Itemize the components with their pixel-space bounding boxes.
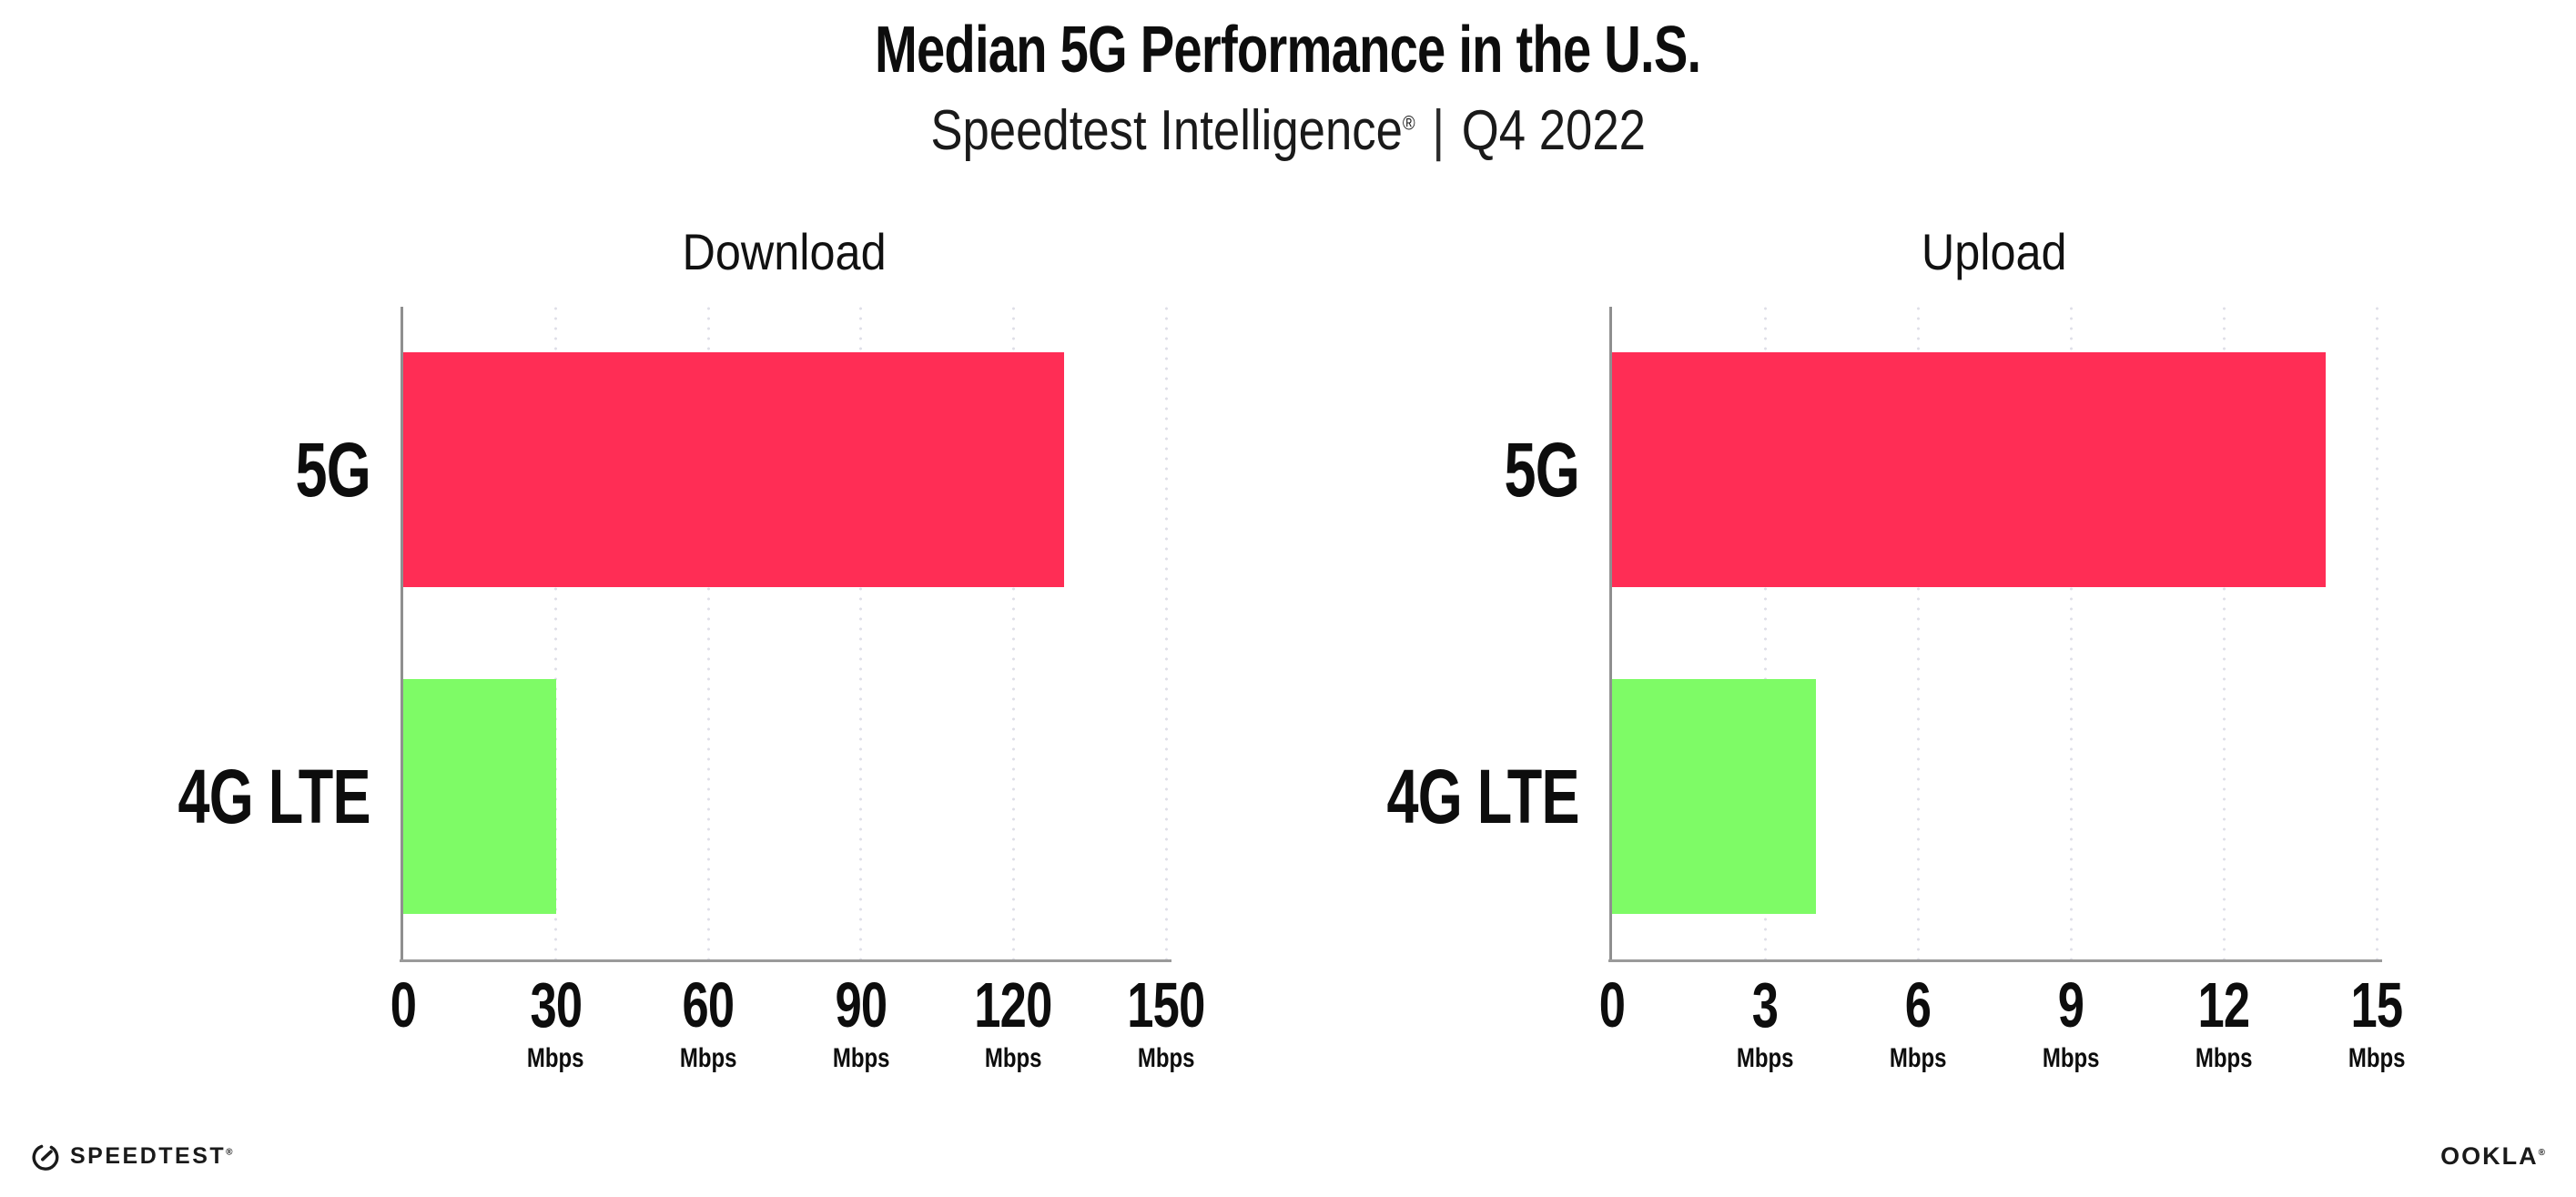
category-label-text: 5G bbox=[1504, 427, 1579, 513]
x-tick-unit-150: Mbps bbox=[1084, 1043, 1248, 1074]
x-tick-label-text: 3 bbox=[1751, 969, 1779, 1040]
chart-title-upload: Upload bbox=[1612, 222, 2377, 281]
x-tick-label-90: 90 bbox=[779, 972, 943, 1038]
category-label-text: 4G LTE bbox=[177, 753, 371, 839]
x-axis-download bbox=[400, 959, 1171, 962]
ookla-registered-symbol: ® bbox=[2538, 1147, 2545, 1158]
category-label-5g: 5G bbox=[1233, 422, 1579, 517]
x-tick-label-text: 0 bbox=[390, 969, 417, 1040]
x-tick-label-120: 120 bbox=[931, 972, 1095, 1038]
category-label-4g-lte: 4G LTE bbox=[1233, 749, 1580, 844]
category-label-text: 5G bbox=[295, 427, 370, 513]
subtitle-brand: Speedtest Intelligence bbox=[930, 99, 1403, 162]
x-tick-label-60: 60 bbox=[626, 972, 790, 1038]
x-tick-unit-120: Mbps bbox=[931, 1043, 1095, 1074]
category-label-5g: 5G bbox=[25, 422, 370, 517]
x-tick-label-text: 60 bbox=[682, 969, 735, 1040]
chart-title-text: Download bbox=[682, 223, 887, 280]
speedtest-trademark-symbol: ® bbox=[226, 1147, 233, 1158]
registered-symbol: ® bbox=[1402, 111, 1415, 135]
x-tick-label-3: 3 bbox=[1683, 972, 1847, 1038]
x-tick-label-text: 90 bbox=[835, 969, 887, 1040]
ookla-wordmark: OOKLA® bbox=[2440, 1142, 2545, 1171]
bar-4g-lte bbox=[1612, 678, 1816, 914]
gridline-9 bbox=[2069, 307, 2073, 959]
plot-area-upload bbox=[1612, 307, 2378, 959]
x-tick-unit-15: Mbps bbox=[2295, 1043, 2459, 1074]
x-tick-unit-text: Mbps bbox=[2042, 1043, 2100, 1073]
y-axis-download bbox=[401, 307, 403, 961]
bar-5g bbox=[1612, 352, 2326, 588]
x-tick-label-0: 0 bbox=[321, 972, 485, 1038]
x-tick-label-text: 150 bbox=[1127, 969, 1205, 1040]
x-tick-unit-text: Mbps bbox=[527, 1043, 584, 1073]
x-tick-label-0: 0 bbox=[1530, 972, 1694, 1038]
x-tick-label-text: 120 bbox=[974, 969, 1053, 1040]
gridline-12 bbox=[2222, 307, 2226, 959]
category-label-text: 4G LTE bbox=[1386, 753, 1580, 839]
x-tick-label-9: 9 bbox=[1989, 972, 2153, 1038]
x-tick-unit-text: Mbps bbox=[1736, 1043, 1794, 1073]
x-tick-unit-12: Mbps bbox=[2142, 1043, 2306, 1074]
speedtest-wordmark: SPEEDTEST® bbox=[70, 1143, 233, 1170]
gridline-60 bbox=[706, 307, 710, 959]
x-tick-label-text: 12 bbox=[2197, 969, 2251, 1040]
x-tick-unit-9: Mbps bbox=[1989, 1043, 2153, 1074]
page-subtitle-text: Speedtest Intelligence® | Q4 2022 bbox=[930, 98, 1646, 163]
x-tick-label-150: 150 bbox=[1084, 972, 1248, 1038]
speedtest-wordmark-text: SPEEDTEST bbox=[70, 1142, 227, 1169]
ookla-wordmark-text: OOKLA bbox=[2440, 1141, 2539, 1170]
x-tick-unit-6: Mbps bbox=[1836, 1043, 2000, 1074]
x-tick-label-15: 15 bbox=[2295, 972, 2459, 1038]
gridline-120 bbox=[1011, 307, 1015, 959]
x-tick-unit-text: Mbps bbox=[1889, 1043, 1947, 1073]
subtitle-separator: | bbox=[1432, 99, 1445, 162]
subtitle-period: Q4 2022 bbox=[1461, 99, 1646, 162]
gridline-3 bbox=[1763, 307, 1767, 959]
x-axis-upload bbox=[1608, 959, 2382, 962]
x-tick-unit-text: Mbps bbox=[832, 1043, 890, 1073]
chart-title-text: Upload bbox=[1922, 223, 2067, 280]
x-tick-label-text: 15 bbox=[2350, 969, 2404, 1040]
ookla-logo: OOKLA® bbox=[2440, 1140, 2545, 1172]
page-subtitle: Speedtest Intelligence® | Q4 2022 bbox=[0, 98, 2576, 163]
x-tick-unit-60: Mbps bbox=[626, 1043, 790, 1074]
x-tick-label-text: 0 bbox=[1598, 969, 1626, 1040]
bar-5g bbox=[403, 352, 1065, 588]
chart-title-download: Download bbox=[403, 222, 1166, 281]
x-tick-unit-text: Mbps bbox=[2195, 1043, 2253, 1073]
x-tick-label-30: 30 bbox=[474, 972, 638, 1038]
x-tick-unit-90: Mbps bbox=[779, 1043, 943, 1074]
gridline-30 bbox=[554, 307, 558, 959]
gridline-15 bbox=[2375, 307, 2378, 959]
bar-4g-lte bbox=[403, 678, 556, 914]
x-tick-label-text: 30 bbox=[530, 969, 583, 1040]
category-label-4g-lte: 4G LTE bbox=[25, 749, 371, 844]
speedtest-logo: SPEEDTEST® bbox=[30, 1138, 233, 1174]
speedtest-gauge-icon bbox=[30, 1141, 61, 1172]
x-tick-unit-text: Mbps bbox=[985, 1043, 1042, 1073]
x-tick-label-text: 9 bbox=[2057, 969, 2084, 1040]
gridline-90 bbox=[859, 307, 863, 959]
x-tick-unit-text: Mbps bbox=[1137, 1043, 1195, 1073]
x-tick-label-12: 12 bbox=[2142, 972, 2306, 1038]
gridline-6 bbox=[1916, 307, 1920, 959]
gridline-150 bbox=[1164, 307, 1168, 959]
x-tick-label-6: 6 bbox=[1836, 972, 2000, 1038]
x-tick-unit-30: Mbps bbox=[474, 1043, 638, 1074]
y-axis-upload bbox=[1609, 307, 1612, 961]
x-tick-unit-text: Mbps bbox=[2348, 1043, 2406, 1073]
x-tick-unit-text: Mbps bbox=[679, 1043, 737, 1073]
page-title: Median 5G Performance in the U.S. bbox=[0, 13, 2576, 87]
x-tick-unit-3: Mbps bbox=[1683, 1043, 1847, 1074]
page-title-text: Median 5G Performance in the U.S. bbox=[875, 14, 1701, 86]
plot-area-download bbox=[403, 307, 1168, 959]
x-tick-label-text: 6 bbox=[1904, 969, 1932, 1040]
